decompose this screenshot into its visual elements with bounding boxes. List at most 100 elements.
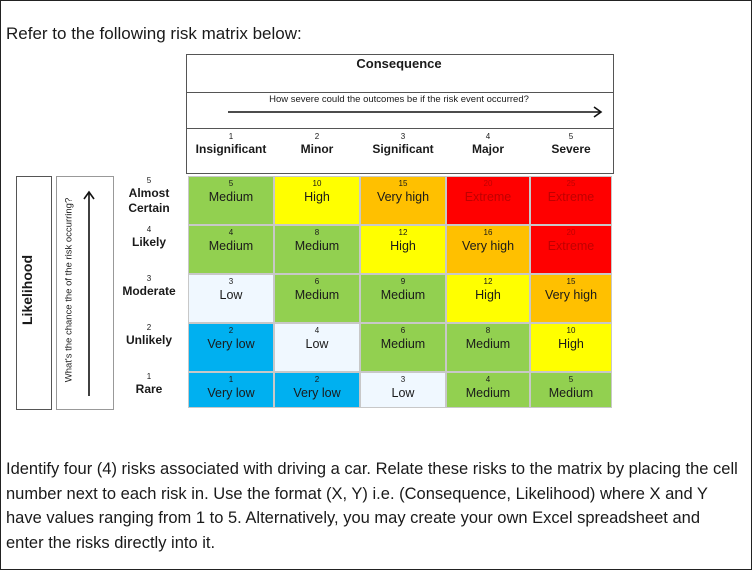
cell-rating: Medium [294,239,340,253]
row-header: 4 Likely [114,225,184,250]
column-number: 2 [314,132,320,141]
cell-score: 10 [566,326,576,335]
cell-rating: Extreme [547,190,595,204]
matrix-cell: 10 High [530,323,612,372]
row-header: 2 Unlikely [114,323,184,348]
cell-rating: Medium [208,239,254,253]
matrix-cell: 4 Medium [446,372,530,408]
row-number: 2 [146,323,152,332]
column-number: 1 [228,132,234,141]
cell-score: 5 [228,179,234,188]
matrix-cell: 4 Low [274,323,360,372]
question-text: Identify four (4) risks associated with … [6,460,738,552]
cell-score: 12 [483,277,493,286]
matrix-cell: 5 Medium [188,176,274,225]
row-label: Unlikely [125,333,173,347]
matrix-cell: 12 High [360,225,446,274]
cell-rating: Low [219,288,243,302]
cell-score: 25 [566,179,576,188]
cell-score: 20 [483,179,493,188]
likelihood-question: What's the chance the of the risk occurr… [63,197,75,383]
up-arrow-icon [83,190,95,396]
cell-score: 5 [568,375,574,384]
matrix-cell: 20 Extreme [446,176,530,225]
cell-score: 8 [314,228,320,237]
cell-score: 2 [228,326,234,335]
cell-score: 8 [485,326,491,335]
cell-rating: Medium [380,288,426,302]
column-header: 3 Significant [360,132,446,156]
row-number: 5 [146,176,152,185]
matrix-cell: 9 Medium [360,274,446,323]
cell-rating: Low [391,386,415,400]
matrix-cell: 20 Extreme [530,225,612,274]
cell-score: 15 [398,179,408,188]
matrix-cell: 15 Very high [360,176,446,225]
row-number: 4 [146,225,152,234]
row-number: 1 [146,372,152,381]
column-header: 4 Major [446,132,530,156]
cell-score: 16 [483,228,493,237]
cell-rating: Extreme [547,239,595,253]
consequence-subheader-box [186,92,614,130]
consequence-question: How severe could the outcomes be if the … [269,94,529,105]
column-label: Insignificant [195,142,267,156]
column-number: 5 [568,132,574,141]
cell-score: 4 [314,326,320,335]
cell-rating: High [390,239,416,253]
cell-rating: Medium [208,190,254,204]
cell-rating: High [558,337,584,351]
matrix-cell: 1 Very low [188,372,274,408]
row-label: Almost Certain [128,186,170,215]
matrix-cell: 6 Medium [274,274,360,323]
matrix-cell: 25 Extreme [530,176,612,225]
column-header: 5 Severe [530,132,612,156]
cell-score: 3 [228,277,234,286]
column-number: 4 [485,132,491,141]
cell-rating: High [304,190,330,204]
cell-score: 10 [312,179,322,188]
likelihood-question-box [56,176,114,410]
cell-score: 6 [314,277,320,286]
cell-score: 2 [314,375,320,384]
cell-rating: Low [305,337,329,351]
row-label: Rare [135,382,163,396]
column-label: Significant [372,142,434,156]
cell-rating: Medium [465,386,511,400]
cell-score: 12 [398,228,408,237]
row-header: 3 Moderate [114,274,184,299]
matrix-cell: 3 Low [360,372,446,408]
cell-score: 6 [400,326,406,335]
cell-score: 4 [228,228,234,237]
row-header: 1 Rare [114,372,184,397]
cell-score: 1 [228,375,234,384]
likelihood-title-box [16,176,52,410]
matrix-cell: 2 Very low [274,372,360,408]
intro-text: Refer to the following risk matrix below… [6,24,302,43]
cell-rating: Very high [461,239,515,253]
column-label: Major [471,142,504,156]
cell-score: 15 [566,277,576,286]
cell-score: 9 [400,277,406,286]
cell-score: 20 [566,228,576,237]
row-label: Likely [131,235,167,249]
cell-score: 4 [485,375,491,384]
matrix-cell: 4 Medium [188,225,274,274]
matrix-cell: 8 Medium [274,225,360,274]
cell-score: 3 [400,375,406,384]
cell-rating: Very low [293,386,341,400]
cell-rating: Very low [207,386,255,400]
column-header: 2 Minor [274,132,360,156]
consequence-title: Consequence [356,56,442,71]
right-arrow-icon [228,106,603,118]
matrix-cell: 6 Medium [360,323,446,372]
column-label: Severe [551,142,591,156]
matrix-cell: 2 Very low [188,323,274,372]
cell-rating: Medium [294,288,340,302]
matrix-cell: 3 Low [188,274,274,323]
matrix-cell: 10 High [274,176,360,225]
row-header: 5 Almost Certain [114,176,184,216]
column-header: 1 Insignificant [188,132,274,156]
cell-rating: Very high [376,190,430,204]
cell-rating: High [475,288,501,302]
